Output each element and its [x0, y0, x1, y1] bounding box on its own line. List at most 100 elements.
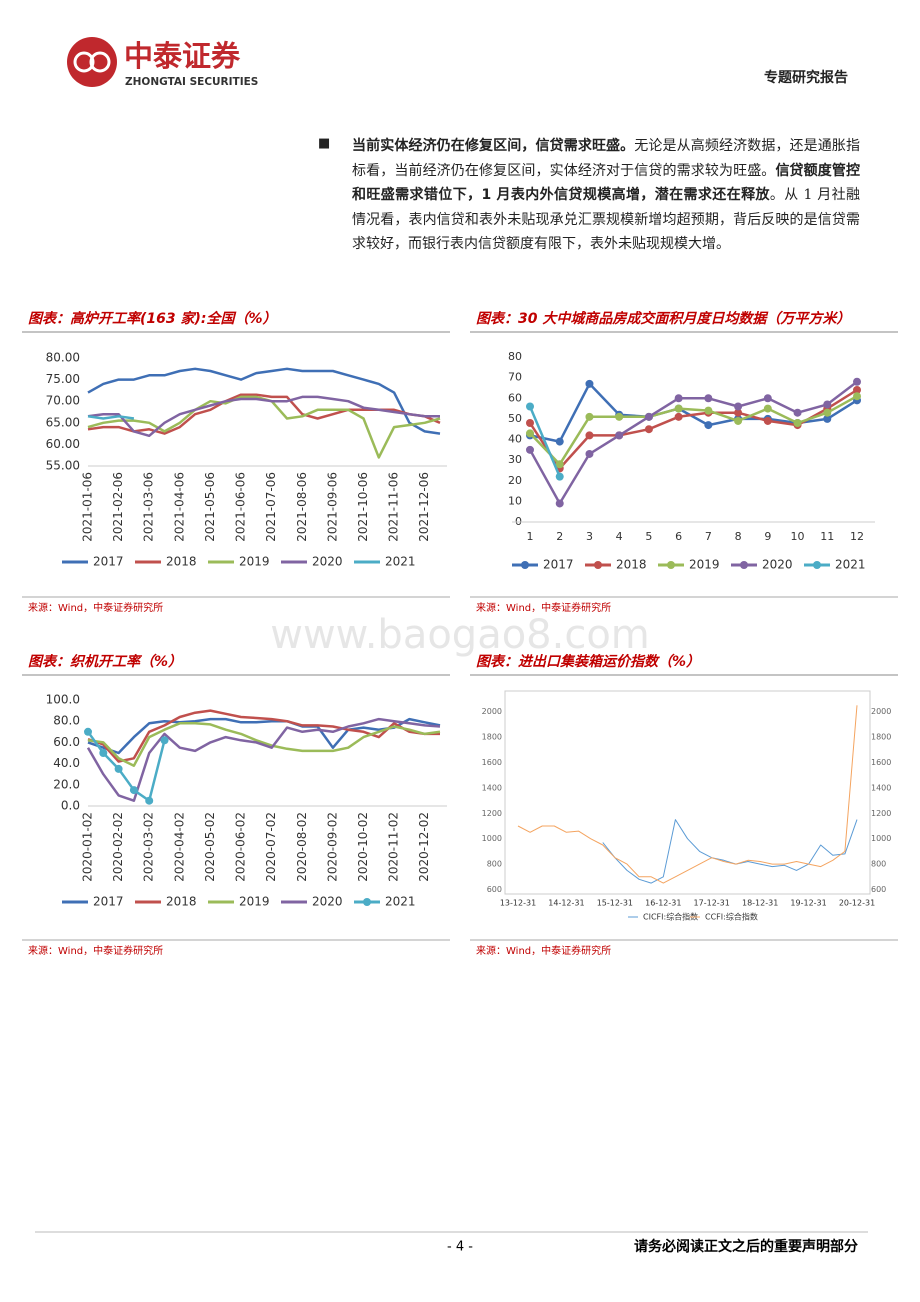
logo-ring [89, 51, 111, 73]
series-line [602, 819, 858, 884]
legend-label: 2019 [239, 895, 270, 909]
point [674, 394, 683, 403]
legend-marker [594, 561, 602, 569]
chart-title: 图表：高炉开工率(163 家):全国（%） [28, 310, 277, 327]
y-tick-label: 60.00 [46, 437, 80, 451]
x-tick-label: 2021-01-06 [81, 472, 95, 542]
point [526, 429, 534, 438]
series-line [528, 406, 561, 478]
chart-title: 图表：进出口集装箱运价指数（%） [476, 653, 700, 670]
x-tick-label: 2020-12-02 [417, 812, 431, 882]
text-segment: 当前实体经济仍在修复区间，信贷需求旺盛。 [352, 138, 635, 154]
series-line [87, 722, 441, 767]
point [585, 449, 594, 458]
legend-marker [521, 561, 529, 569]
text-segment: 。从 1 月社融情况看，表内信贷和表外未贴现承兑汇票规模新增均超预期，背后反映的… [352, 187, 860, 252]
point [793, 419, 802, 427]
point [585, 431, 594, 440]
y-tick-label: 60.0 [53, 735, 80, 749]
point [145, 796, 154, 805]
y-tick-label: 2000 [482, 707, 502, 716]
x-tick-label: 2020-07-02 [264, 812, 278, 882]
y-tick-label: 20 [508, 474, 522, 487]
chart-panel: 图表：进出口集装箱运价指数（%） 来源：Wind，中泰证券研究所 600 800 100… [470, 653, 898, 957]
x-tick-label: 2021-10-06 [356, 472, 370, 542]
chart-title: 图表：织机开工率（%） [28, 653, 182, 670]
legend-marker [667, 561, 675, 569]
x-tick-label: 20-12-31 [839, 899, 875, 908]
x-tick-label: 17-12-31 [694, 899, 730, 908]
point [704, 421, 713, 430]
plot-frame [504, 690, 871, 895]
y2-tick-label: 600 [871, 885, 886, 894]
series-line [87, 367, 441, 435]
text-segment: 无论是从高频经济数据，还是通胀指标看，当前经济仍在修复区间，实体经济对于信贷的需… [352, 138, 861, 179]
y-tick-label: 0.0 [61, 799, 80, 813]
point [526, 445, 534, 454]
disclaimer: 请务必阅读正文之后的重要声明部分 [634, 1238, 858, 1255]
point [160, 736, 169, 745]
legend-label: 2021 [385, 895, 416, 909]
x-tick-label: 13-12-31 [500, 899, 536, 908]
x-tick-label: 8 [735, 530, 742, 543]
series-line [87, 717, 441, 755]
legend-label: 2019 [239, 555, 270, 569]
y-tick-label: 80 [508, 350, 522, 363]
y-tick-label: 75.00 [46, 372, 80, 386]
x-tick-label: 18-12-31 [742, 899, 778, 908]
series-line [528, 380, 858, 505]
y-tick-label: 1400 [482, 783, 502, 792]
x-tick-label: 2020-10-02 [356, 812, 370, 882]
series-line [87, 709, 440, 763]
point [84, 727, 92, 736]
legend-label: CICFI:综合指数 [643, 912, 698, 922]
watermark: www.baogao8.com [270, 612, 650, 658]
footer: - 4 - 请务必阅读正文之后的重要声明部分 [35, 1231, 868, 1255]
logo-ring [73, 51, 95, 73]
point [526, 419, 534, 427]
point [615, 431, 624, 440]
legend-label: 2018 [166, 555, 197, 569]
point [853, 386, 861, 394]
x-tick-label: 2020-11-02 [387, 812, 401, 882]
x-tick-label: 11 [820, 530, 834, 543]
x-tick-label: 9 [764, 530, 771, 543]
point [555, 437, 564, 446]
chart-panel: 图表：30 大中城商品房成交面积月度日均数据（万平方米） 来源：Wind，中泰证券… [470, 310, 898, 614]
point [823, 400, 832, 409]
point [555, 460, 564, 469]
chart-source: 来源：Wind，中泰证券研究所 [476, 601, 611, 614]
legend-label: 2020 [312, 555, 343, 569]
x-tick-label: 2021-02-06 [111, 472, 125, 542]
point [763, 404, 772, 413]
y-tick-label: 80.0 [53, 714, 80, 728]
legend-label: 2017 [93, 895, 124, 909]
chart-source: 来源：Wind，中泰证券研究所 [476, 944, 611, 957]
point [704, 394, 713, 403]
bullet: ■ [318, 136, 331, 151]
point [674, 412, 683, 421]
y-tick-label: 1600 [482, 758, 502, 767]
y-tick-label: 65.00 [46, 415, 80, 429]
series-line [517, 705, 858, 884]
brand-cn: 中泰证券 [124, 39, 241, 73]
point [585, 379, 594, 388]
y-tick-label: 70 [508, 371, 522, 384]
x-tick-label: 2021-11-06 [387, 472, 401, 542]
x-tick-label: 2020-02-02 [111, 812, 125, 882]
x-tick-label: 15-12-31 [597, 899, 633, 908]
legend-marker [813, 561, 821, 569]
point [674, 404, 683, 413]
legend-label: 2020 [762, 558, 793, 572]
point [615, 412, 624, 421]
x-tick-label: 5 [645, 530, 652, 543]
x-tick-label: 2021-05-06 [203, 472, 217, 542]
chart-panel: 图表：高炉开工率(163 家):全国（%） 来源：Wind，中泰证券研究所 55.0… [22, 310, 450, 614]
x-tick-label: 2021-07-06 [264, 472, 278, 542]
x-tick-label: 1 [527, 530, 534, 543]
legend-label: CCFI:综合指数 [705, 912, 758, 922]
series-line [87, 415, 135, 420]
x-tick-label: 2021-04-06 [172, 472, 186, 542]
x-tick-label: 3 [586, 530, 593, 543]
